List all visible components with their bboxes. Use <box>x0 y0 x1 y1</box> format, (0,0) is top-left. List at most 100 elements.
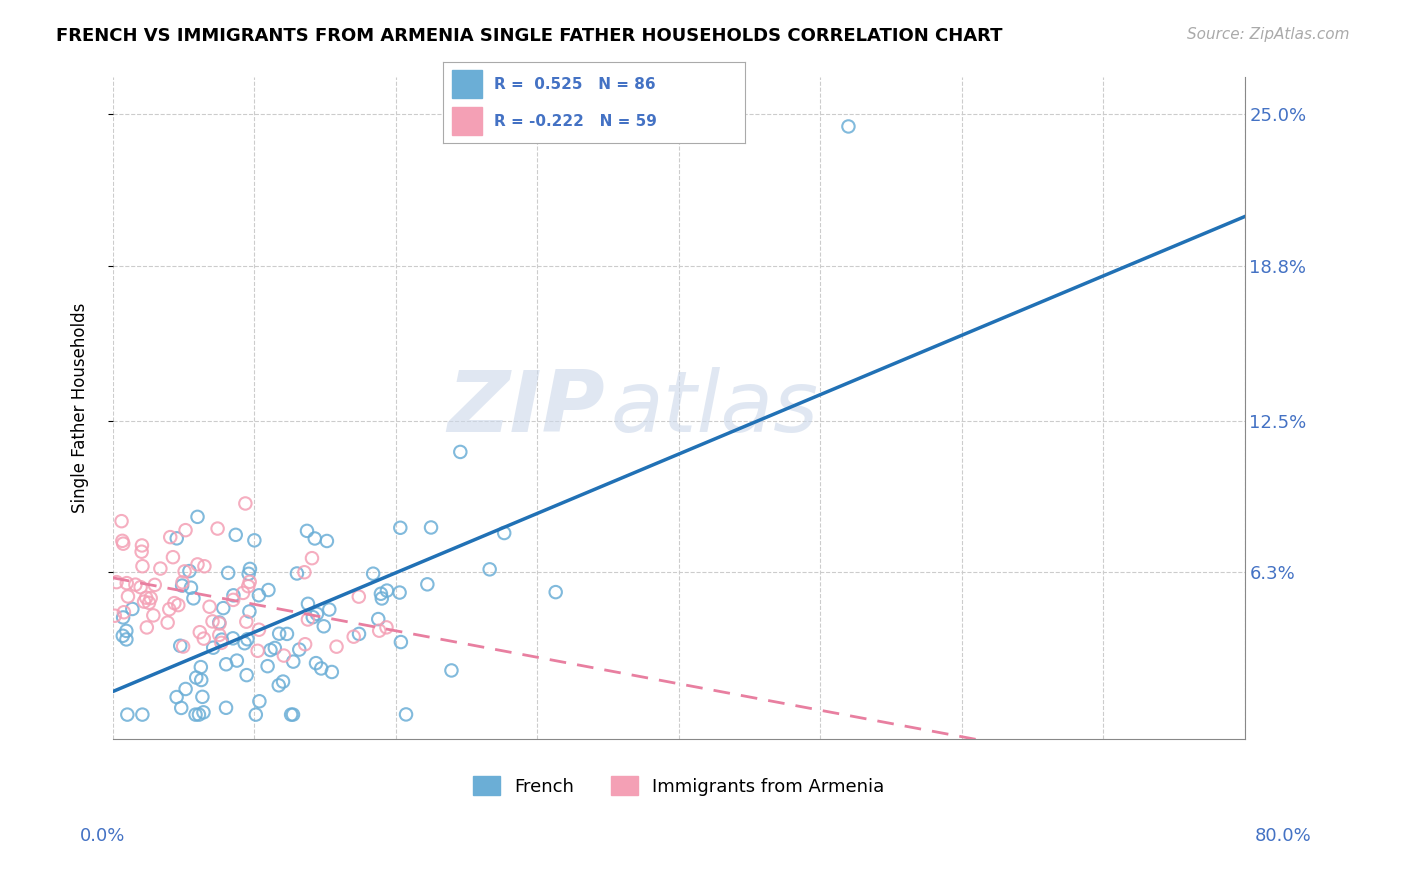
Point <box>190 660 212 674</box>
Point <box>131 538 153 552</box>
Point <box>389 635 412 649</box>
Point <box>131 559 153 574</box>
Point <box>257 582 280 597</box>
Point <box>247 694 270 708</box>
Point <box>222 632 245 646</box>
Point <box>395 707 418 722</box>
Point <box>235 615 257 629</box>
Point <box>297 597 319 611</box>
Point <box>105 575 128 590</box>
Point <box>209 636 232 650</box>
Point <box>367 612 389 626</box>
Point <box>138 596 160 610</box>
Point <box>288 642 311 657</box>
Legend: French, Immigrants from Armenia: French, Immigrants from Armenia <box>465 769 891 803</box>
Point <box>318 602 340 616</box>
Point <box>281 707 304 722</box>
Point <box>115 576 138 591</box>
Point <box>225 654 247 668</box>
Text: ZIP: ZIP <box>447 367 605 450</box>
Point <box>191 690 214 704</box>
Point <box>239 574 262 589</box>
Point <box>225 528 247 542</box>
Point <box>347 590 370 604</box>
Point <box>124 577 146 591</box>
Point <box>420 520 443 534</box>
Point <box>232 586 254 600</box>
Point <box>186 509 208 524</box>
Point <box>238 566 260 581</box>
Point <box>217 566 239 580</box>
Point <box>246 644 269 658</box>
Text: Source: ZipAtlas.com: Source: ZipAtlas.com <box>1187 27 1350 42</box>
Point <box>111 629 134 643</box>
Point <box>215 700 238 714</box>
Point <box>143 578 166 592</box>
Point <box>305 607 328 621</box>
Point <box>131 544 153 558</box>
Point <box>239 562 262 576</box>
Point <box>117 707 139 722</box>
FancyBboxPatch shape <box>451 70 482 98</box>
Point <box>494 526 516 541</box>
Point <box>166 690 188 704</box>
Point <box>156 615 179 630</box>
Point <box>273 648 295 663</box>
Point <box>370 587 392 601</box>
Point <box>167 598 190 612</box>
Point <box>104 608 127 623</box>
Point <box>174 523 197 537</box>
Text: 0.0%: 0.0% <box>80 827 125 845</box>
Text: R = -0.222   N = 59: R = -0.222 N = 59 <box>495 113 657 128</box>
Point <box>157 602 180 616</box>
Point <box>222 588 245 602</box>
Point <box>135 620 157 634</box>
Point <box>208 616 231 631</box>
Point <box>193 559 215 574</box>
Point <box>388 585 411 599</box>
Point <box>285 566 308 581</box>
Point <box>202 640 225 655</box>
Point <box>416 577 439 591</box>
Point <box>295 524 318 538</box>
Point <box>368 624 391 638</box>
Point <box>440 664 463 678</box>
Point <box>166 532 188 546</box>
Point <box>159 530 181 544</box>
Point <box>135 591 157 605</box>
Point <box>301 551 323 566</box>
Point <box>172 575 194 590</box>
Point <box>375 620 398 634</box>
Point <box>170 701 193 715</box>
Point <box>186 671 208 685</box>
Point <box>187 707 209 722</box>
Point <box>198 599 221 614</box>
Point <box>174 681 197 696</box>
Point <box>142 608 165 623</box>
Point <box>259 643 281 657</box>
Point <box>235 668 257 682</box>
Point <box>271 674 294 689</box>
Point <box>111 533 134 548</box>
Point <box>294 566 316 580</box>
Point <box>208 615 231 630</box>
Point <box>238 605 260 619</box>
Point <box>208 628 231 642</box>
Point <box>361 566 384 581</box>
Point <box>193 706 215 720</box>
Point <box>180 581 202 595</box>
Point <box>173 565 195 579</box>
Text: 80.0%: 80.0% <box>1256 827 1312 845</box>
Point <box>325 640 347 654</box>
Point <box>305 656 328 670</box>
Point <box>316 533 339 548</box>
Point <box>193 632 215 646</box>
Text: atlas: atlas <box>610 367 818 450</box>
Point <box>212 601 235 615</box>
Point <box>129 580 152 594</box>
Point <box>186 558 208 572</box>
Point <box>112 605 135 619</box>
Point <box>478 562 501 576</box>
Point <box>115 632 138 647</box>
Point <box>544 585 567 599</box>
